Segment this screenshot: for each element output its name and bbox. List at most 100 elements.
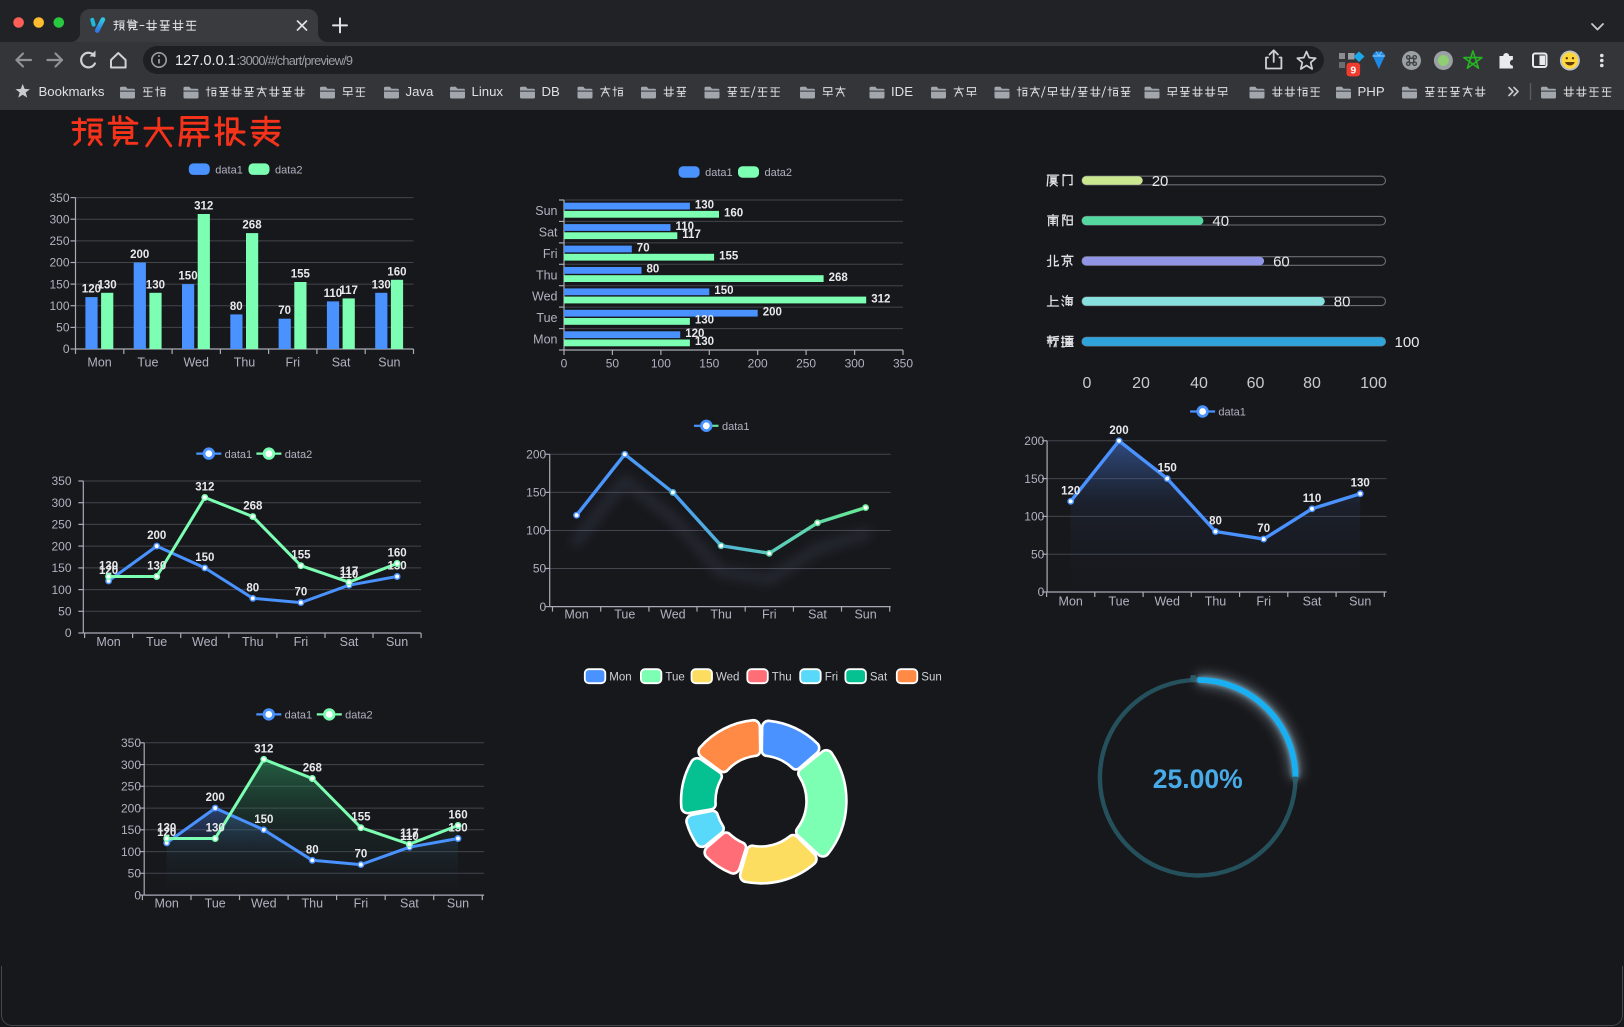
svg-text:130: 130	[157, 823, 176, 835]
svg-text:130: 130	[695, 315, 714, 327]
svg-text:Java: Java	[406, 84, 435, 99]
svg-text:200: 200	[147, 530, 166, 542]
svg-text:Sun: Sun	[447, 897, 469, 911]
svg-text:312: 312	[194, 201, 213, 213]
svg-text:268: 268	[829, 272, 849, 284]
svg-text:110: 110	[1303, 493, 1322, 505]
svg-text:Sun: Sun	[535, 204, 557, 218]
svg-text:120: 120	[99, 565, 118, 577]
svg-text:130: 130	[206, 823, 225, 835]
svg-text:Sat: Sat	[400, 897, 419, 911]
svg-text:Fri: Fri	[1256, 595, 1271, 609]
svg-text:100: 100	[526, 524, 546, 538]
svg-text:117: 117	[682, 229, 701, 241]
svg-text:110: 110	[400, 831, 419, 843]
svg-text:150: 150	[49, 277, 69, 291]
svg-text:50: 50	[606, 357, 620, 371]
svg-text:Mon: Mon	[1059, 595, 1083, 609]
svg-text:Thu: Thu	[1205, 595, 1227, 609]
svg-text:Tue: Tue	[536, 311, 557, 325]
svg-text:Thu: Thu	[242, 635, 264, 649]
svg-text:20: 20	[1152, 173, 1169, 190]
svg-text:200: 200	[130, 249, 149, 261]
svg-text:150: 150	[1024, 472, 1044, 486]
svg-text:350: 350	[49, 191, 69, 205]
svg-text:data1: data1	[1218, 407, 1246, 419]
svg-text:Fri: Fri	[543, 247, 558, 261]
svg-text:300: 300	[121, 758, 141, 772]
svg-text:Tue: Tue	[137, 356, 158, 370]
svg-text:Mon: Mon	[87, 356, 111, 370]
svg-text:Wed: Wed	[183, 356, 209, 370]
svg-text:268: 268	[242, 220, 262, 232]
svg-text:200: 200	[748, 357, 768, 371]
svg-text:25.00%: 25.00%	[1153, 764, 1243, 794]
svg-text:100: 100	[1360, 375, 1387, 392]
svg-text::3000/#/chart/preview/9: :3000/#/chart/preview/9	[237, 53, 353, 68]
svg-text:130: 130	[372, 279, 391, 291]
svg-text:50: 50	[533, 562, 547, 576]
svg-text:data2: data2	[345, 710, 373, 722]
svg-text:120: 120	[685, 328, 704, 340]
svg-text:Fri: Fri	[286, 356, 301, 370]
svg-text:Tue: Tue	[614, 608, 635, 622]
svg-text:0: 0	[63, 342, 70, 356]
svg-text:Sun: Sun	[1349, 595, 1371, 609]
svg-text:100: 100	[1024, 510, 1044, 524]
svg-text:155: 155	[291, 550, 311, 562]
svg-text:0: 0	[540, 600, 547, 614]
svg-text:80: 80	[1303, 375, 1321, 392]
svg-text:268: 268	[303, 763, 323, 775]
svg-text:Sat: Sat	[870, 672, 888, 684]
svg-text:130: 130	[1351, 478, 1370, 490]
svg-text:200: 200	[526, 448, 546, 462]
svg-text:350: 350	[121, 736, 141, 750]
svg-text:250: 250	[121, 780, 141, 794]
svg-text:40: 40	[1212, 213, 1229, 230]
svg-text:70: 70	[295, 587, 308, 599]
svg-text:60: 60	[1247, 375, 1265, 392]
svg-text:155: 155	[719, 251, 739, 263]
svg-text:0: 0	[1083, 375, 1092, 392]
svg-text:DB: DB	[542, 84, 561, 99]
svg-text:250: 250	[51, 518, 71, 532]
svg-text:0: 0	[561, 357, 568, 371]
svg-text:0: 0	[134, 888, 141, 902]
svg-text:120: 120	[1061, 485, 1080, 497]
svg-text:200: 200	[1109, 425, 1128, 437]
svg-text:data1: data1	[705, 167, 733, 179]
svg-text:70: 70	[278, 305, 291, 317]
svg-text:130: 130	[695, 199, 714, 211]
svg-text:70: 70	[355, 849, 368, 861]
svg-text:300: 300	[49, 212, 69, 226]
svg-text:150: 150	[254, 814, 273, 826]
svg-text:Thu: Thu	[234, 356, 256, 370]
svg-text:350: 350	[51, 474, 71, 488]
svg-text:40: 40	[1190, 375, 1208, 392]
svg-text:250: 250	[796, 357, 816, 371]
svg-text:150: 150	[1158, 463, 1177, 475]
svg-text:130: 130	[146, 279, 165, 291]
svg-text:Thu: Thu	[710, 608, 732, 622]
svg-text:150: 150	[121, 823, 141, 837]
svg-text:data2: data2	[275, 164, 303, 176]
svg-text:IDE: IDE	[891, 84, 913, 99]
svg-text:data1: data1	[215, 164, 243, 176]
svg-text:Sun: Sun	[378, 356, 400, 370]
svg-text:350: 350	[893, 357, 913, 371]
svg-text:Sat: Sat	[539, 225, 558, 239]
svg-text:Linux: Linux	[472, 84, 504, 99]
svg-text:268: 268	[243, 501, 263, 513]
svg-text:data1: data1	[225, 449, 253, 461]
svg-text:100: 100	[121, 845, 141, 859]
svg-text:150: 150	[714, 285, 733, 297]
svg-text:160: 160	[387, 266, 406, 278]
svg-text:200: 200	[51, 539, 71, 553]
svg-text:155: 155	[351, 812, 371, 824]
svg-text:50: 50	[128, 867, 142, 881]
svg-text:150: 150	[699, 357, 719, 371]
svg-text:200: 200	[763, 307, 782, 319]
svg-text:160: 160	[724, 208, 743, 220]
svg-text:Wed: Wed	[251, 897, 277, 911]
svg-text:120: 120	[82, 284, 101, 296]
